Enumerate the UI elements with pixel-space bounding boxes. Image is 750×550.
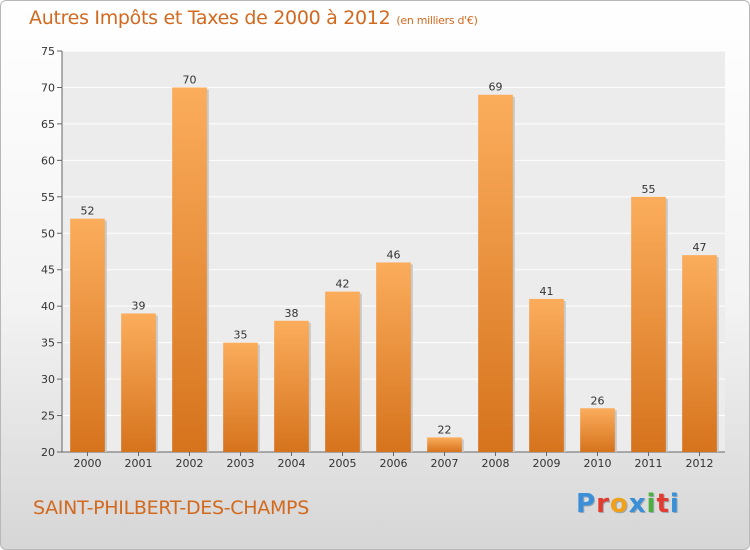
bar [631, 196, 666, 452]
x-tick-label: 2010 [584, 457, 612, 470]
bar [325, 291, 360, 452]
commune-name: SAINT-PHILBERT-DES-CHAMPS [33, 497, 309, 519]
x-tick-label: 2002 [176, 457, 204, 470]
bar [529, 298, 564, 452]
bar-value-label: 42 [336, 278, 350, 291]
logo-letter: x [628, 489, 647, 519]
x-tick-label: 2006 [380, 457, 408, 470]
bar [223, 342, 258, 452]
bar-value-label: 47 [693, 241, 707, 254]
logo-letter: r [596, 489, 610, 519]
x-tick-label: 2001 [125, 457, 153, 470]
chart-title-text: Autres Impôts et Taxes de 2000 à 2012 [29, 7, 391, 29]
bar-value-label: 46 [387, 248, 401, 261]
y-tick-label: 75 [41, 45, 55, 58]
x-tick-label: 2005 [329, 457, 357, 470]
y-tick-label: 40 [41, 300, 55, 313]
bar-value-label: 26 [591, 394, 605, 407]
x-tick-label: 2003 [227, 457, 255, 470]
x-tick-label: 2009 [533, 457, 561, 470]
x-tick-label: 2011 [635, 457, 663, 470]
y-tick-label: 70 [41, 81, 55, 94]
bar-value-label: 38 [285, 307, 299, 320]
logo-letter: o [609, 489, 629, 519]
bar-value-label: 41 [540, 285, 554, 298]
bar [121, 313, 156, 452]
y-tick-label: 60 [41, 154, 55, 167]
logo-letter: t [656, 489, 670, 519]
bar [478, 94, 513, 452]
chart-title: Autres Impôts et Taxes de 2000 à 2012 (en… [29, 7, 478, 29]
bar-value-label: 39 [132, 299, 146, 312]
bar [580, 408, 615, 452]
y-tick-label: 65 [41, 118, 55, 131]
bar-value-label: 69 [489, 81, 503, 94]
x-tick-label: 2004 [278, 457, 306, 470]
proxiti-logo: Proxiti [576, 489, 680, 519]
x-tick-label: 2012 [686, 457, 714, 470]
bar-value-label: 35 [234, 329, 248, 342]
y-tick-label: 30 [41, 373, 55, 386]
logo-letter: i [646, 489, 657, 519]
bar [427, 437, 462, 452]
bar-value-label: 22 [438, 423, 452, 436]
y-tick-label: 25 [41, 410, 55, 423]
chart-subtitle: (en milliers d'€) [396, 14, 478, 27]
x-tick-label: 2008 [482, 457, 510, 470]
bar-value-label: 55 [642, 183, 656, 196]
bar [172, 87, 207, 453]
y-tick-label: 35 [41, 337, 55, 350]
y-tick-label: 20 [41, 446, 55, 459]
bar-value-label: 52 [81, 205, 95, 218]
bar [682, 255, 717, 452]
y-tick-label: 45 [41, 264, 55, 277]
y-tick-label: 50 [41, 227, 55, 240]
bar [274, 320, 309, 452]
logo-letter: P [576, 489, 597, 519]
bar [70, 218, 105, 452]
x-tick-label: 2007 [431, 457, 459, 470]
y-tick-label: 55 [41, 191, 55, 204]
logo-letter: i [669, 489, 680, 519]
bar [376, 262, 411, 452]
x-tick-label: 2000 [74, 457, 102, 470]
bars: 52 39 70 35 38 42 46 22 69 41 26 55 47 [70, 73, 719, 453]
bar-value-label: 70 [183, 73, 197, 86]
